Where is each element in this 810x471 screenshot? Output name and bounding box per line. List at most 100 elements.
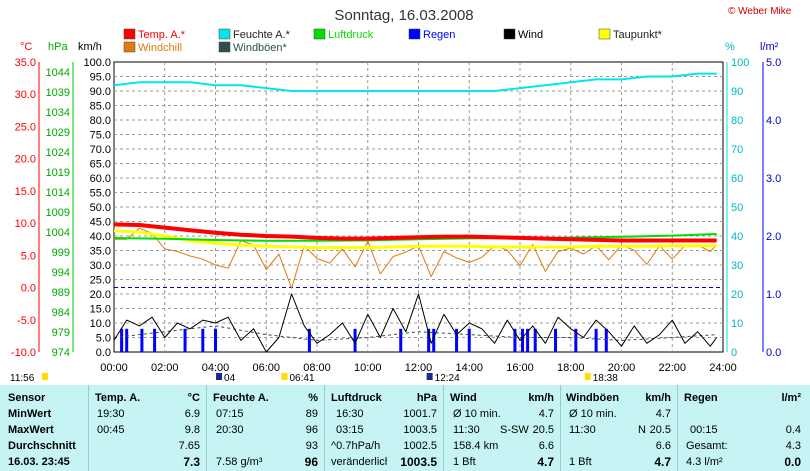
pressure-trend: ^0.7hPa/h xyxy=(331,440,381,452)
table-row-label: Durchschnitt xyxy=(8,440,76,452)
time-markers: 11:56 04 06:41 12:24 18:38 xyxy=(10,373,618,384)
rain-bar xyxy=(125,328,129,352)
wind-tick-label: 35.0 xyxy=(90,246,111,258)
wind-header: Wind xyxy=(450,392,477,404)
wind-axis-unit: km/h xyxy=(78,41,102,53)
rain-bar xyxy=(399,328,403,352)
rain-bar xyxy=(307,328,311,352)
rain-tick-label: 1.0 xyxy=(766,289,781,301)
pressure-value: 1003.5 xyxy=(400,455,437,469)
humidity-tick-label: 80 xyxy=(731,115,743,127)
rain-tick-label: 2.0 xyxy=(766,231,781,243)
humidity-axis-unit: % xyxy=(725,41,735,53)
time-marker-label: 12:24 xyxy=(435,373,460,384)
gust-value: 4.7 xyxy=(654,455,671,469)
time-tick-label: 14:00 xyxy=(455,362,483,374)
humidity-value: 96 xyxy=(304,455,318,469)
time-tick-label: 18:00 xyxy=(557,362,585,374)
rain-tick-label: 4.0 xyxy=(766,115,781,127)
series-layer xyxy=(113,72,718,353)
humidity-tick-label: 100 xyxy=(731,57,749,69)
gust-value: 20.5 xyxy=(649,424,671,436)
legend-label: Wind xyxy=(518,29,543,41)
wind-unit: km/h xyxy=(528,392,554,404)
pressure-value: 1001.7 xyxy=(403,408,437,420)
gust-label: Ø 10 min. xyxy=(569,408,617,420)
rain-bar xyxy=(427,328,431,352)
legend-label: Temp. A.* xyxy=(138,29,186,41)
gust-direction: N xyxy=(638,424,646,436)
rain-label: 00:15 xyxy=(690,424,718,436)
legend: Temp. A.* Feuchte A.* Luftdruck Regen Wind Ta… xyxy=(123,28,663,54)
pressure-tick-label: 984 xyxy=(52,307,70,319)
rain-bar xyxy=(574,328,578,352)
humidity-unit: % xyxy=(308,392,318,404)
time-marker-icon xyxy=(426,373,433,380)
gust-label: 11:30 xyxy=(569,424,596,436)
humidity-value: 96 xyxy=(305,424,318,436)
pressure-tick-label: 1044 xyxy=(46,67,70,79)
humidity-tick-label: 10 xyxy=(731,318,743,330)
rain-bar xyxy=(432,328,436,352)
time-marker-icon xyxy=(216,373,223,380)
pressure-tick-label: 1009 xyxy=(46,207,70,219)
series-line-wind xyxy=(113,293,718,353)
grid xyxy=(113,61,724,353)
wind-label: Ø 10 min. xyxy=(453,408,501,420)
temp-tick-label: 15.0 xyxy=(15,186,36,198)
gust-value: 4.7 xyxy=(655,408,671,420)
table-row-label: MinWert xyxy=(8,408,52,420)
rain-value: 4.3 xyxy=(785,440,801,452)
wind-tick-label: 100.0 xyxy=(83,57,111,69)
legend-label: Regen xyxy=(423,29,455,41)
temp-value: 7.65 xyxy=(178,440,200,452)
temp-tick-label: -10.0 xyxy=(11,347,36,359)
time-marker-label: 18:38 xyxy=(593,373,618,384)
legend-swatch xyxy=(313,28,326,40)
rain-axis-unit: l/m² xyxy=(760,41,779,53)
gust-label: 1 Bft xyxy=(569,456,592,468)
wind-value: 4.7 xyxy=(538,408,554,420)
humidity-header: Feuchte A. xyxy=(213,392,269,404)
humidity-tick-label: 50 xyxy=(731,202,743,214)
pressure-tick-label: 979 xyxy=(52,327,70,339)
wind-label: 1 Bft xyxy=(453,456,476,468)
rain-bar xyxy=(183,328,187,352)
pressure-tick-label: 989 xyxy=(52,287,70,299)
gust-value: 6.6 xyxy=(655,440,671,452)
temp-tick-label: -5.0 xyxy=(17,315,36,327)
legend-label: Windchill xyxy=(138,42,182,54)
wind-tick-label: 55.0 xyxy=(90,188,111,200)
wind-tick-label: 90.0 xyxy=(90,86,111,98)
rain-bar xyxy=(526,328,530,352)
wind-value: 4.7 xyxy=(537,455,554,469)
rain-bar xyxy=(120,328,124,352)
rain-value: 0.0 xyxy=(784,455,801,469)
legend-swatch xyxy=(408,28,421,40)
temp-tick-label: 25.0 xyxy=(15,121,36,133)
time-tick-label: 06:00 xyxy=(252,362,280,374)
time-tick-label: 08:00 xyxy=(303,362,331,374)
rain-bar xyxy=(533,328,537,352)
humidity-tick-label: 20 xyxy=(731,289,743,301)
wind-tick-label: 70.0 xyxy=(90,144,111,156)
time-marker-label: 06:41 xyxy=(290,373,315,384)
wind-tick-label: 85.0 xyxy=(90,101,111,113)
wind-tick-label: 5.0 xyxy=(96,333,111,345)
temp-time: 19:30 xyxy=(97,408,125,420)
legend-label: Feuchte A.* xyxy=(233,29,291,41)
humidity-tick-label: 70 xyxy=(731,144,743,156)
wind-tick-label: 15.0 xyxy=(90,304,111,316)
pressure-tendency: veränderlich xyxy=(331,456,387,468)
pressure-axis-unit: hPa xyxy=(48,41,68,53)
temp-tick-label: 10.0 xyxy=(15,218,36,230)
legend-swatch xyxy=(123,28,136,40)
wind-value: 20.5 xyxy=(532,424,554,436)
time-marker-label: 04 xyxy=(224,373,236,384)
gust-unit: km/h xyxy=(645,392,671,404)
wind-tick-label: 65.0 xyxy=(90,159,111,171)
legend-swatch xyxy=(598,28,611,40)
time-tick-label: 10:00 xyxy=(354,362,382,374)
temp-value: 7.3 xyxy=(183,455,200,469)
humidity-tick-label: 60 xyxy=(731,173,743,185)
